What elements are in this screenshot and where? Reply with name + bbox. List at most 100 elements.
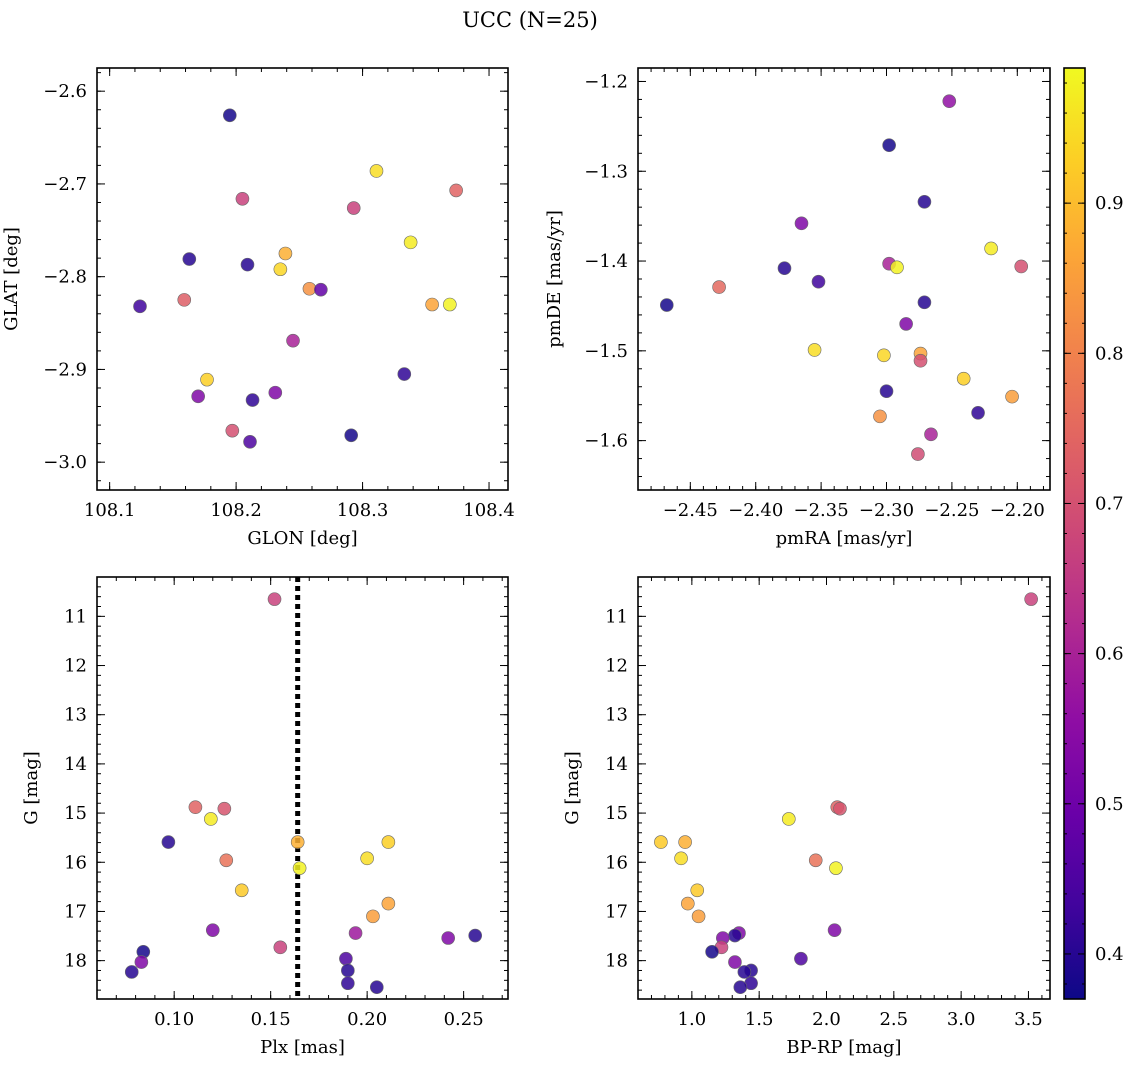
- y-tick-label: −1.4: [584, 251, 628, 272]
- y-tick-label: 16: [605, 852, 628, 873]
- scatter-points: [654, 592, 1038, 994]
- scatter-point: [942, 94, 957, 109]
- y-tick-label: −1.2: [584, 71, 628, 92]
- y-axis-label: pmDE [mas/yr]: [544, 210, 565, 348]
- colorbar-tick-label: 0.7: [1095, 493, 1124, 514]
- x-tick-label: 108.1: [84, 500, 136, 521]
- scatter-point: [366, 909, 380, 924]
- scatter-point: [678, 835, 692, 849]
- scatter-point: [712, 280, 726, 294]
- y-tick-label: 12: [605, 656, 628, 677]
- scatter-point: [443, 297, 457, 312]
- scatter-point: [781, 812, 796, 826]
- y-tick-label: 16: [64, 852, 87, 873]
- y-axis-label: G [mag]: [562, 751, 583, 824]
- x-tick-label: 1.0: [678, 1009, 707, 1030]
- scatter-point: [302, 281, 317, 296]
- y-tick-label: −2.6: [43, 81, 87, 102]
- scatter-points: [133, 108, 463, 449]
- scatter-point: [807, 343, 822, 357]
- x-tick-label: 0.15: [251, 1009, 291, 1030]
- scatter-point: [674, 851, 688, 866]
- scatter-point: [134, 955, 149, 969]
- scatter-point: [205, 923, 220, 937]
- scatter-point: [913, 353, 928, 368]
- scatter-points: [124, 592, 482, 994]
- scatter-point: [681, 896, 695, 911]
- figure-title: UCC (N=25): [462, 8, 598, 32]
- x-axis-label: BP-RP [mag]: [786, 1037, 901, 1058]
- axes-frame: [96, 67, 509, 491]
- y-tick-label: −1.6: [584, 431, 628, 452]
- scatter-panel-2: −2.45 −2.40 −2.35 −2.30 −2.25 −2.20 −1.2 −1.3 −1…: [544, 67, 1051, 549]
- scatter-point: [204, 812, 218, 826]
- scatter-point: [924, 427, 938, 442]
- colorbar: 0.4 0.5 0.6 0.7 0.8 0.9: [1063, 67, 1124, 1000]
- x-tick-label: 2.5: [879, 1009, 908, 1030]
- axes-frame: [637, 67, 1051, 491]
- scatter-point: [381, 835, 396, 849]
- x-axis-label: pmRA [mas/yr]: [776, 528, 913, 549]
- x-tick-label: −2.45: [663, 500, 718, 521]
- scatter-point: [235, 191, 250, 206]
- y-tick-label: 13: [64, 705, 87, 726]
- scatter-point: [899, 317, 913, 331]
- y-tick-label: −1.5: [584, 341, 628, 362]
- y-axis-label: G [mag]: [21, 751, 42, 824]
- scatter-point: [971, 405, 985, 420]
- scatter-point: [777, 261, 792, 276]
- scatter-point: [369, 164, 384, 178]
- y-tick-label: 11: [605, 606, 628, 627]
- scatter-point: [314, 282, 328, 297]
- x-tick-label: −2.25: [924, 500, 979, 521]
- scatter-point: [240, 257, 255, 272]
- scatter-point: [911, 447, 925, 461]
- scatter-point: [882, 138, 896, 153]
- scatter-point: [267, 592, 282, 606]
- panels: 108.1 108.2 108.3 108.4 −2.6 −2.7 −2.8 −2.9 −3.0…: [1, 67, 1051, 1058]
- y-tick-label: −2.7: [43, 174, 87, 195]
- axes-frame: [96, 576, 509, 1000]
- scatter-point: [348, 926, 363, 940]
- scatter-point: [182, 252, 197, 266]
- scatter-point: [217, 801, 232, 816]
- x-tick-label: −2.40: [728, 500, 783, 521]
- y-tick-label: −1.3: [584, 161, 628, 182]
- x-tick-label: 0.10: [154, 1009, 194, 1030]
- scatter-point: [381, 896, 396, 911]
- scatter-point: [234, 883, 249, 898]
- scatter-point: [829, 861, 843, 875]
- scatter-point: [890, 260, 904, 275]
- scatter-point: [268, 385, 283, 400]
- scatter-point: [290, 835, 305, 849]
- scatter-point: [441, 931, 455, 945]
- colorbar-tick-label: 0.6: [1095, 644, 1124, 665]
- scatter-point: [1024, 592, 1038, 606]
- x-tick-label: −2.20: [990, 500, 1045, 521]
- scatter-panel-3: 0.10 0.15 0.20 0.25 11 12 13 14 15 16 17 18 Plx [mas…: [21, 576, 509, 1058]
- y-tick-label: 15: [64, 803, 87, 824]
- scatter-point: [219, 853, 234, 868]
- scatter-point: [273, 262, 288, 277]
- y-tick-label: −2.8: [43, 267, 87, 288]
- scatter-point: [397, 367, 412, 381]
- y-tick-label: 12: [64, 656, 87, 677]
- scatter-point: [728, 955, 742, 969]
- x-tick-label: 3.5: [1014, 1009, 1043, 1030]
- scatter-point: [827, 923, 842, 937]
- scatter-point: [690, 883, 705, 898]
- scatter-point: [737, 965, 752, 979]
- scatter-point: [161, 835, 176, 849]
- x-axis-label: Plx [mas]: [260, 1037, 345, 1058]
- scatter-point: [341, 963, 355, 978]
- scatter-point: [225, 423, 240, 438]
- scatter-point: [425, 297, 439, 312]
- scatter-point: [1014, 259, 1029, 274]
- colorbar-tick-label: 0.8: [1095, 343, 1124, 364]
- colorbar-gradient: [1064, 68, 1085, 999]
- scatter-point: [984, 241, 998, 256]
- y-tick-label: 15: [605, 803, 628, 824]
- scatter-point: [360, 851, 374, 866]
- x-tick-label: 1.5: [745, 1009, 774, 1030]
